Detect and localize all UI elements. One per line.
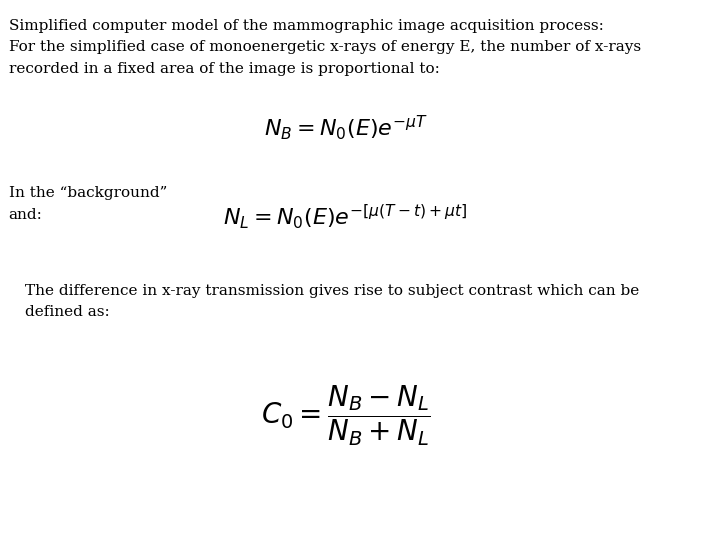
- Text: $N_B = N_0(E)e^{-\mu T}$: $N_B = N_0(E)e^{-\mu T}$: [264, 113, 428, 142]
- Text: defined as:: defined as:: [25, 305, 110, 319]
- Text: and:: and:: [9, 208, 42, 222]
- Text: In the “background”: In the “background”: [9, 186, 167, 200]
- Text: Simplified computer model of the mammographic image acquisition process:: Simplified computer model of the mammogr…: [9, 19, 603, 33]
- Text: $N_L = N_0(E)e^{-[\mu(T-t)+\mu t]}$: $N_L = N_0(E)e^{-[\mu(T-t)+\mu t]}$: [223, 202, 468, 231]
- Text: For the simplified case of monoenergetic x-rays of energy E, the number of x-ray: For the simplified case of monoenergetic…: [9, 40, 641, 55]
- Text: $C_0 = \dfrac{N_B - N_L}{N_B + N_L}$: $C_0 = \dfrac{N_B - N_L}{N_B + N_L}$: [261, 383, 431, 448]
- Text: recorded in a fixed area of the image is proportional to:: recorded in a fixed area of the image is…: [9, 62, 439, 76]
- Text: The difference in x-ray transmission gives rise to subject contrast which can be: The difference in x-ray transmission giv…: [25, 284, 639, 298]
